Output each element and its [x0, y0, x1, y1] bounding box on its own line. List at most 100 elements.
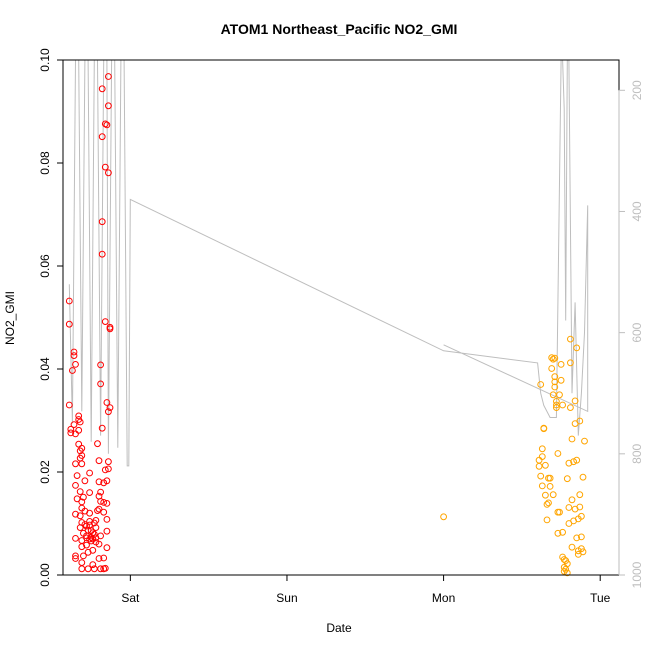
data-point-red: [103, 121, 111, 129]
data-point-orange: [578, 512, 585, 520]
data-point-red: [70, 352, 78, 360]
data-point-red: [103, 500, 111, 507]
data-point-orange: [543, 516, 551, 524]
data-point-red: [72, 460, 79, 468]
data-point-red: [72, 552, 79, 560]
data-point-orange: [546, 483, 554, 490]
data-point-orange: [579, 548, 587, 556]
data-point-red: [76, 512, 84, 520]
data-point-red: [105, 458, 112, 466]
data-point-red: [86, 535, 93, 543]
data-point-orange: [567, 404, 574, 412]
y-tick-label: 0.02: [38, 460, 52, 484]
data-point-red: [65, 320, 73, 328]
data-point-red: [98, 133, 106, 141]
data-point-orange: [537, 472, 545, 480]
data-point-red: [65, 297, 73, 305]
data-point-orange: [551, 378, 559, 386]
data-point-red: [87, 537, 95, 545]
y2-tick-label: 1000: [630, 561, 644, 588]
y2-tick-label: 800: [630, 443, 644, 463]
data-point-red: [72, 482, 79, 489]
data-point-red: [103, 399, 111, 406]
chart-title: ATOM1 Northeast_Pacific NO2_GMI: [221, 21, 458, 37]
data-point-red: [78, 460, 86, 468]
data-point-orange: [563, 475, 571, 483]
data-point-orange: [559, 401, 566, 409]
data-point-red: [67, 425, 75, 433]
data-point-orange: [554, 529, 562, 537]
x-tick-label: Sun: [276, 591, 297, 605]
data-point-red: [105, 465, 112, 473]
data-point-red: [98, 218, 106, 226]
data-point-red: [69, 367, 76, 374]
data-point-red: [90, 530, 98, 538]
data-point-red: [81, 477, 89, 485]
data-point-red: [86, 469, 93, 477]
data-point-red: [83, 534, 90, 542]
data-point-red: [95, 478, 103, 486]
data-point-red: [100, 508, 108, 516]
data-point-red: [81, 521, 89, 528]
data-point-red: [95, 505, 103, 513]
data-point-red: [80, 552, 87, 560]
data-point-red: [101, 163, 109, 171]
x-tick-label: Tue: [590, 591, 611, 605]
data-point-red: [83, 541, 90, 549]
data-point-orange: [554, 450, 562, 457]
data-point-orange: [567, 359, 574, 367]
data-point-orange: [568, 496, 576, 504]
data-point-red: [70, 348, 78, 356]
data-point-red: [80, 493, 87, 501]
data-point-red: [97, 565, 104, 573]
data-point-red: [70, 421, 78, 429]
data-point-red: [103, 544, 111, 552]
data-point-orange: [538, 482, 546, 490]
data-point-orange: [576, 503, 584, 511]
data-point-red: [75, 440, 83, 448]
data-point-orange: [578, 533, 585, 541]
pressure-line-layer: [68, 60, 589, 467]
y2-tick-label: 400: [630, 201, 644, 221]
secondary-y-axis: 200 400 600 800 1000: [618, 80, 644, 588]
data-point-red: [100, 499, 108, 506]
data-point-red: [98, 424, 106, 432]
data-point-red: [97, 498, 104, 505]
data-point-orange: [570, 458, 577, 466]
data-point-red: [78, 559, 86, 566]
data-point-red: [98, 250, 106, 258]
data-point-red: [92, 524, 100, 531]
data-point-orange: [549, 355, 557, 363]
y-tick-label: 0.10: [38, 48, 52, 72]
data-point-orange: [567, 335, 574, 343]
data-point-orange: [546, 474, 554, 482]
data-point-orange: [573, 344, 581, 352]
data-point-red: [94, 507, 101, 515]
data-point-orange: [543, 501, 551, 508]
data-point-orange: [553, 404, 560, 412]
data-point-orange: [579, 473, 587, 481]
data-point-red: [103, 516, 111, 523]
data-point-red: [72, 510, 79, 518]
pressure-line: [68, 60, 589, 467]
data-point-orange: [563, 569, 571, 577]
data-point-orange: [576, 491, 584, 499]
data-point-orange: [535, 456, 543, 464]
data-point-red: [92, 517, 100, 524]
data-point-red: [78, 452, 86, 459]
y-axis-label: NO2_GMI: [3, 291, 17, 345]
data-point-red: [106, 325, 114, 333]
data-point-orange: [542, 461, 549, 469]
data-point-red: [100, 554, 108, 562]
data-point-red: [76, 488, 84, 496]
data-point-red: [105, 408, 112, 416]
data-point-red: [105, 73, 112, 80]
data-point-orange: [565, 459, 573, 467]
x-axis-label: Date: [326, 621, 352, 635]
data-point-red: [101, 318, 109, 326]
data-point-red: [97, 532, 104, 540]
data-point-red: [78, 565, 86, 573]
y2-tick-label: 200: [630, 80, 644, 100]
data-point-red: [78, 444, 86, 452]
data-point-red: [86, 509, 93, 517]
